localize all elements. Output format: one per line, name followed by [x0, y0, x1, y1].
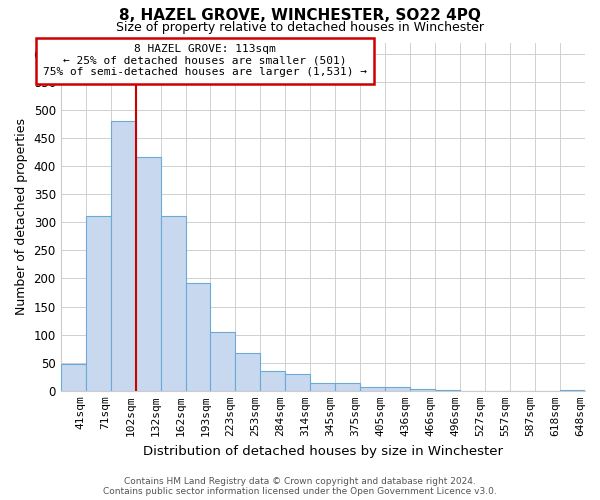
- Bar: [260, 371, 286, 391]
- Bar: [161, 216, 185, 391]
- X-axis label: Distribution of detached houses by size in Winchester: Distribution of detached houses by size …: [143, 444, 503, 458]
- Bar: [86, 216, 110, 391]
- Bar: [61, 364, 86, 391]
- Bar: [360, 387, 385, 391]
- Bar: [435, 390, 460, 391]
- Text: 8, HAZEL GROVE, WINCHESTER, SO22 4PQ: 8, HAZEL GROVE, WINCHESTER, SO22 4PQ: [119, 8, 481, 22]
- Y-axis label: Number of detached properties: Number of detached properties: [15, 118, 28, 315]
- Text: 8 HAZEL GROVE: 113sqm
← 25% of detached houses are smaller (501)
75% of semi-det: 8 HAZEL GROVE: 113sqm ← 25% of detached …: [43, 44, 367, 78]
- Bar: [136, 157, 161, 391]
- Bar: [286, 374, 310, 391]
- Bar: [211, 332, 235, 391]
- Bar: [410, 389, 435, 391]
- Bar: [335, 383, 360, 391]
- Bar: [185, 283, 211, 391]
- Bar: [110, 121, 136, 391]
- Text: Size of property relative to detached houses in Winchester: Size of property relative to detached ho…: [116, 21, 484, 34]
- Bar: [235, 353, 260, 391]
- Text: Contains HM Land Registry data © Crown copyright and database right 2024.
Contai: Contains HM Land Registry data © Crown c…: [103, 476, 497, 496]
- Bar: [310, 383, 335, 391]
- Bar: [385, 387, 410, 391]
- Bar: [560, 390, 585, 391]
